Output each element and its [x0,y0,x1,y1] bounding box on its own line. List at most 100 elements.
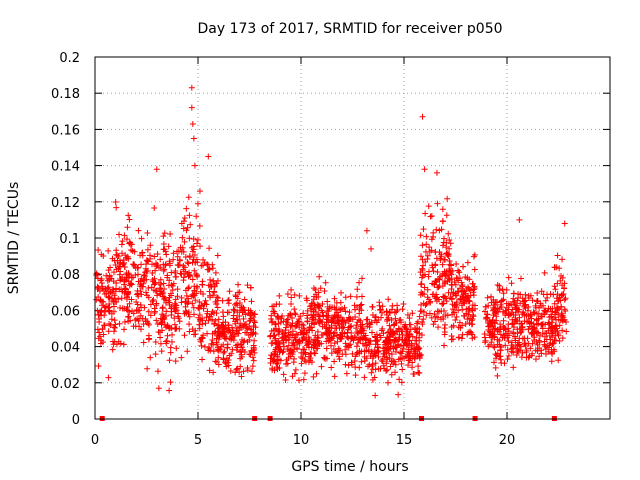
data-point [430,321,437,328]
data-point [504,356,511,363]
data-point [213,294,220,301]
data-point [274,366,281,373]
data-point [392,315,399,322]
data-point [280,348,287,355]
data-point [110,324,117,331]
data-point [383,349,390,356]
data-point [516,314,523,321]
data-point [551,283,558,290]
data-point [503,286,510,293]
data-point [196,222,203,229]
data-point [224,297,231,304]
data-point [487,329,494,336]
data-point [203,314,210,321]
data-point [556,294,563,301]
data-point [113,280,120,287]
data-point [181,214,188,221]
data-point [172,274,179,281]
plot-border [94,56,611,420]
data-point [527,345,534,352]
data-point [516,335,523,342]
data-point [225,362,232,369]
data-point [372,392,379,399]
data-point [240,324,247,331]
data-point [145,336,152,343]
data-point [493,317,500,324]
data-point [288,286,295,293]
data-point [369,366,376,373]
data-point [251,349,258,356]
data-point [93,272,100,279]
data-point [552,327,559,334]
data-point [439,261,446,268]
data-point [311,342,318,349]
data-point [448,276,455,283]
data-point [175,248,182,255]
data-point [137,288,144,295]
data-point [446,245,453,252]
data-point [422,210,429,217]
data-point [240,306,247,313]
data-point [336,356,343,363]
data-point [280,318,287,325]
data-point [125,290,132,297]
data-point [326,329,333,336]
x-tick-label: 5 [194,433,202,448]
data-point [385,296,392,303]
data-point [319,301,326,308]
data-point [367,353,374,360]
data-point [373,338,380,345]
data-point [119,238,126,245]
data-point [100,331,107,338]
data-point [549,305,556,312]
data-point [504,330,511,337]
data-point [119,305,126,312]
data-point [298,360,305,367]
data-point [357,336,364,343]
data-point [453,299,460,306]
data-point [490,306,497,313]
data-point [106,320,113,327]
data-point [427,213,434,220]
data-point [424,294,431,301]
data-point [554,252,561,259]
data-point [559,335,566,342]
data-point [238,351,245,358]
data-point [320,354,327,361]
data-point [125,212,132,219]
data-point [329,318,336,325]
data-point [305,353,312,360]
data-point [160,293,167,300]
data-point [291,334,298,341]
data-point [559,256,566,263]
data-point [136,307,143,314]
data-point [121,326,128,333]
data-point [519,311,526,318]
data-point [550,346,557,353]
data-point [344,333,351,340]
data-point [189,300,196,307]
data-point [551,337,558,344]
data-point [217,346,224,353]
data-point [517,275,524,282]
data-point [145,308,152,315]
data-point [184,224,191,231]
data-point [347,335,354,342]
data-point [199,356,206,363]
data-point [419,113,426,120]
data-point [461,288,468,295]
y-tick-label: 0.1 [59,232,80,247]
data-point [274,356,281,363]
data-point [159,305,166,312]
data-point [542,307,549,314]
data-point [510,324,517,331]
data-point [517,300,524,307]
data-point [455,334,462,341]
data-point [503,304,510,311]
data-point [342,294,349,301]
data-point [442,256,449,263]
data-point [383,334,390,341]
data-point [559,274,566,281]
data-point [171,305,178,312]
data-point [318,363,325,370]
